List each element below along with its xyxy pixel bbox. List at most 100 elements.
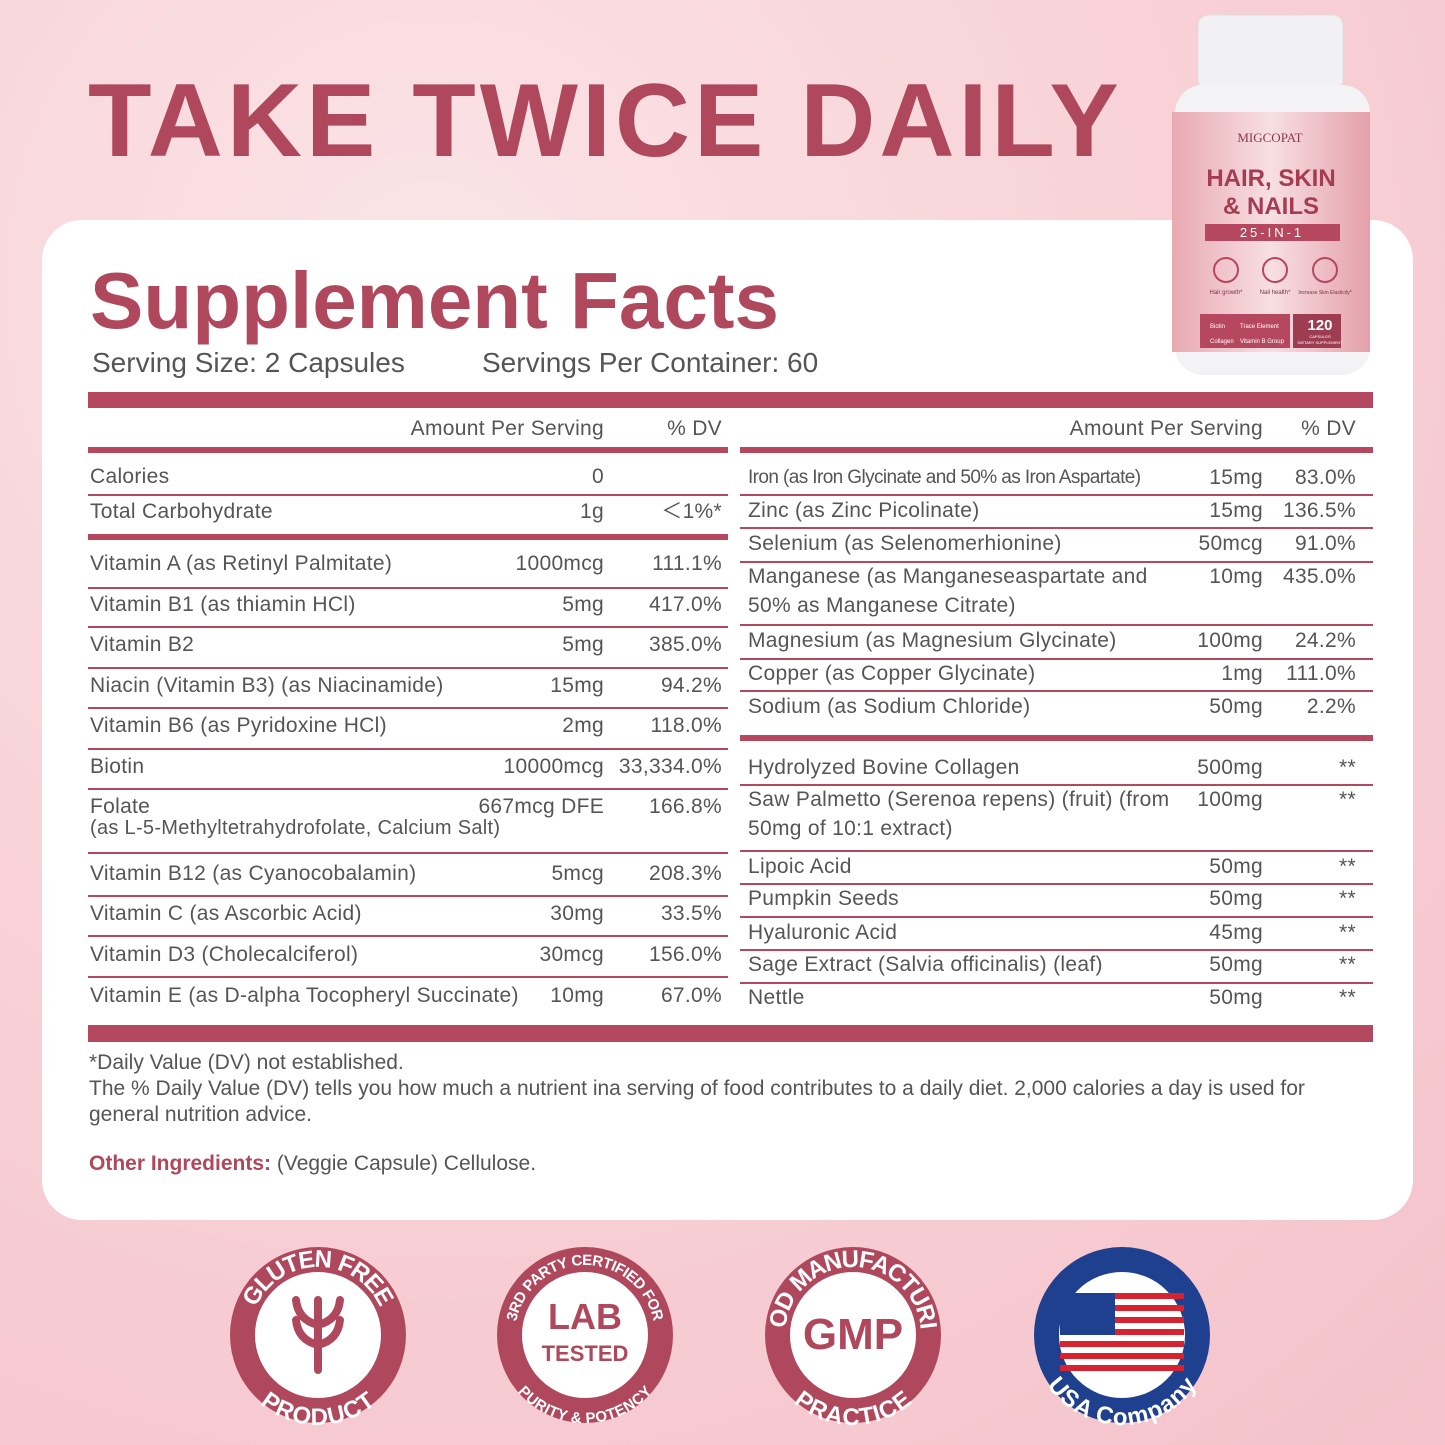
nutrient-name: Nettle (748, 986, 805, 1009)
column-header: % DV (667, 417, 722, 440)
badge-arc (511, 1261, 659, 1335)
flag-stripe (1060, 1365, 1184, 1371)
nutrient-amount: 50mg (1209, 953, 1263, 976)
nutrient-amount: 30mcg (539, 943, 604, 966)
footnote: The % Daily Value (DV) tells you how muc… (89, 1077, 1305, 1126)
nutrient-name: Zinc (as Zinc Picolinate) (748, 499, 980, 522)
column-header: Amount Per Serving (1069, 417, 1263, 440)
nutrient-amount: 100mg (1197, 629, 1263, 652)
nutrient-dv: ** (1339, 756, 1356, 779)
flag-stripe (1060, 1317, 1184, 1323)
nutrient-amount: 500mg (1197, 756, 1263, 779)
badge-inner (522, 1272, 648, 1398)
rule (88, 534, 728, 540)
badge-arc (1048, 1261, 1196, 1335)
thick-bar (88, 392, 1373, 408)
nutrient-dv: 111.1% (652, 552, 722, 575)
rule (88, 667, 728, 669)
rule (88, 494, 728, 496)
product-name: HAIR, SKIN (1206, 165, 1335, 192)
nutrient-name: Vitamin D3 (Cholecalciferol) (90, 943, 359, 966)
nutrient-dv: 83.0% (1294, 466, 1356, 489)
nutrient-name: Saw Palmetto (Serenoa repens) (fruit) (f… (748, 788, 1170, 840)
rule (740, 916, 1373, 918)
headline: TAKE TWICE DAILY (88, 63, 1123, 179)
badge-ring (765, 1247, 941, 1423)
nutrient-amount: 5mg (562, 593, 604, 616)
badge-text: 3RD PARTY CERTIFIED FOR (504, 1252, 667, 1323)
badge-top-text: 3RD PARTY CERTIFIED FOR (504, 1252, 667, 1323)
rule (740, 949, 1373, 951)
rule (740, 982, 1373, 984)
rule (740, 690, 1373, 692)
nutrient-amount: 30mg (550, 902, 604, 925)
badge-text: PURITY & POTENCY (515, 1383, 656, 1427)
rule (88, 976, 728, 978)
nutrient-name: Pumpkin Seeds (748, 887, 899, 910)
rule (740, 735, 1373, 741)
rule (740, 561, 1373, 563)
other-ingredients-label: Other Ingredients: (89, 1152, 272, 1175)
badge-arc (501, 1335, 669, 1419)
flag-stripe (1060, 1305, 1184, 1311)
nutrient-dv: 2.2% (1306, 695, 1356, 718)
nutrient-amount: 15mg (1209, 499, 1263, 522)
nutrient-name: Hyaluronic Acid (748, 921, 898, 944)
badge-arc (779, 1261, 927, 1335)
badge-center-text: GMP (803, 1310, 903, 1359)
badge-arc (234, 1335, 402, 1419)
nutrient-amount: 15mg (550, 674, 604, 697)
nutrient-dv: ＜1%* (661, 500, 722, 523)
product-name: & NAILS (1223, 193, 1319, 220)
badge-ring (230, 1247, 406, 1423)
wheat-icon (292, 1296, 344, 1374)
nutrient-dv: ** (1339, 986, 1356, 1009)
nutrient-amount: 2mg (562, 714, 604, 737)
nutrient-name: Selenium (as Selenomerhionine) (748, 532, 1062, 555)
footnote: *Daily Value (DV) not established. (89, 1051, 404, 1074)
nutrient-dv: ** (1339, 788, 1356, 811)
nutrient-dv: ** (1339, 855, 1356, 878)
badge-text: GLUTEN FREE (238, 1246, 399, 1311)
rule (740, 658, 1373, 660)
nutrient-name: Manganese (as Manganeseaspartate and 50%… (748, 565, 1148, 617)
badge-bottom-text: PRACTICE (789, 1386, 916, 1431)
rule (740, 624, 1373, 626)
badge-inner (1059, 1272, 1185, 1398)
nutrient-amount: 50mg (1209, 855, 1263, 878)
rule (88, 447, 728, 453)
nutrient-amount: 50mcg (1198, 532, 1263, 555)
nutrient-amount: 50mg (1209, 986, 1263, 1009)
nutrient-dv: 33,334.0% (618, 755, 722, 778)
rule (740, 883, 1373, 885)
nutrient-dv: 385.0% (648, 633, 722, 656)
badge-bottom-text: PRODUCT (256, 1387, 380, 1431)
badge-center-text: TESTED (542, 1341, 629, 1366)
nutrient-name: Copper (as Copper Glycinate) (748, 662, 1036, 685)
nutrient-dv: ** (1339, 921, 1356, 944)
nutrient-amount: 10mg (1209, 565, 1263, 588)
rule (88, 626, 728, 628)
nutrient-dv: 111.0% (1286, 662, 1356, 685)
nutrient-dv: 166.8% (648, 795, 722, 818)
flag-stripe (1060, 1293, 1184, 1299)
nutrient-amount: 50mg (1209, 695, 1263, 718)
nutrient-name: Sodium (as Sodium Chloride) (748, 695, 1031, 718)
nutrient-name: Vitamin E (as D-alpha Tocopheryl Succina… (90, 984, 519, 1007)
nutrient-amount: 1mg (1221, 662, 1263, 685)
nutrient-amount: 50mg (1209, 887, 1263, 910)
flag-canton (1060, 1293, 1115, 1335)
nutrient-name: Total Carbohydrate (90, 500, 273, 523)
nutrient-amount: 10000mcg (503, 755, 604, 778)
thick-bar (88, 1025, 1373, 1042)
badge-inner (790, 1272, 916, 1398)
badge-text: PRODUCT (256, 1387, 380, 1431)
flag-stripe (1060, 1329, 1184, 1335)
rule (740, 784, 1373, 786)
nutrient-amount: 15mg (1209, 466, 1263, 489)
badge-arc (769, 1335, 937, 1419)
column-header: Amount Per Serving (410, 417, 604, 440)
rule (88, 707, 728, 709)
nutrient-dv: 136.5% (1282, 499, 1356, 522)
